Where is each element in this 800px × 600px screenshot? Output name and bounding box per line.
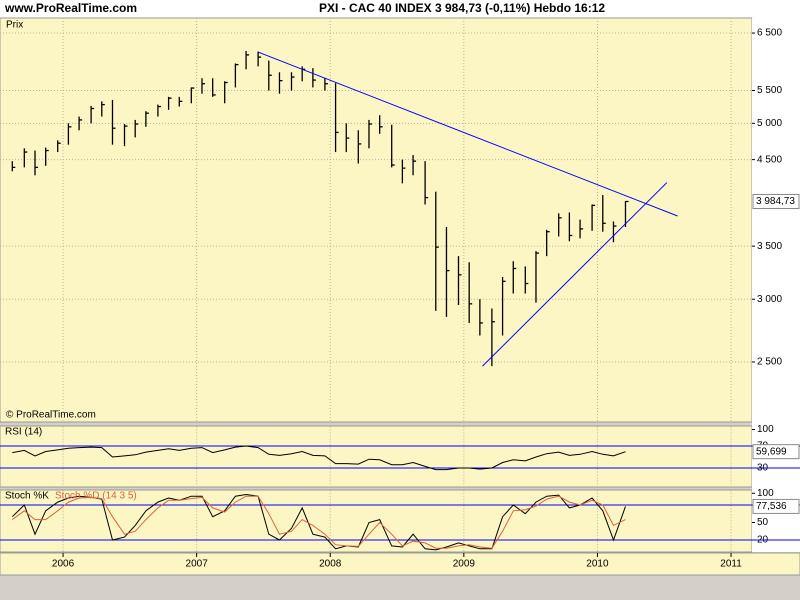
y-tick-label: 100	[757, 424, 774, 435]
chart-title: PXI - CAC 40 INDEX 3 984,73 (-0,11%) Heb…	[319, 1, 605, 15]
credit: © ProRealTime.com	[6, 410, 96, 421]
y-tick-label: 100	[757, 488, 774, 499]
series-line	[12, 445, 626, 471]
trendline	[257, 51, 678, 217]
last-value-label: 3 984,73	[756, 196, 795, 207]
last-value-box	[752, 498, 800, 514]
trendline	[482, 182, 668, 367]
x-tick-label: 2009	[453, 559, 476, 570]
x-tick-label: 2011	[720, 559, 742, 570]
right-axis	[752, 18, 800, 552]
legend-entry: Stoch %D (14 3 5)	[55, 491, 137, 502]
last-value-box	[752, 193, 800, 209]
last-value-box	[752, 444, 800, 460]
series-line	[11, 493, 626, 551]
y-tick-label: 5 000	[757, 118, 782, 129]
site-name: www.ProRealTime.com	[4, 1, 137, 15]
panel-label: Prix	[6, 20, 23, 31]
x-tick-label: 2007	[186, 559, 209, 570]
y-tick-label: 3 000	[757, 294, 782, 305]
y-tick-label: 4 500	[757, 154, 782, 165]
legend-entry: Stoch %K	[5, 491, 49, 502]
header-bar	[0, 0, 800, 18]
last-value-label: 77,536	[756, 501, 787, 512]
x-tick-label: 2006	[52, 559, 75, 570]
panel-label: RSI (14)	[5, 427, 42, 438]
x-axis-strip	[0, 552, 800, 576]
price-panel	[0, 17, 753, 423]
rsi-panel	[0, 425, 753, 488]
y-tick-label: 5 500	[757, 85, 782, 96]
x-tick-label: 2008	[319, 559, 342, 570]
y-tick-label: 50	[757, 517, 769, 528]
last-value-label: 59,699	[756, 446, 787, 457]
series-line	[12, 495, 626, 549]
y-tick-label: 3 500	[757, 241, 782, 252]
x-tick-label: 2010	[586, 559, 609, 570]
y-tick-label: 2 500	[757, 357, 782, 368]
y-tick-label: 6 500	[757, 28, 782, 39]
